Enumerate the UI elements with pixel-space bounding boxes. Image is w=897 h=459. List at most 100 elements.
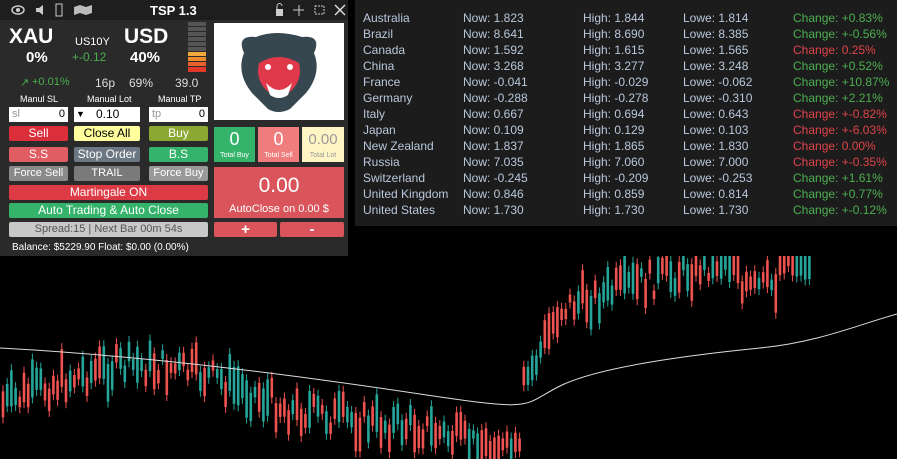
- chart-decoration: [518, 438, 521, 452]
- counter-label: Total Sell: [264, 152, 293, 159]
- counter-value: 0.00: [308, 131, 338, 148]
- chart-decoration: [736, 256, 740, 284]
- sell-button[interactable]: Sell: [9, 126, 68, 141]
- yield-table: Australia Now: 1.823 High: 1.844 Lowe: 1.81…: [355, 0, 897, 226]
- close-all-button[interactable]: Close All: [74, 126, 140, 141]
- cell-country: Brazil: [363, 27, 394, 41]
- input-label: Manul SL: [20, 94, 59, 104]
- lot-input[interactable]: ▼ 0.10: [74, 107, 140, 122]
- window-controls[interactable]: [275, 3, 345, 17]
- cell-change: Change: 0.00%: [793, 139, 876, 153]
- chart-decoration: [623, 256, 626, 294]
- cell-high: High: 1.865: [583, 139, 645, 153]
- input-value: 0.10: [96, 107, 120, 121]
- minus-button[interactable]: -: [280, 222, 344, 237]
- chart-decoration: [152, 353, 156, 390]
- chart-decoration: [371, 406, 374, 426]
- cell-low: Lowe: 1.730: [683, 203, 749, 217]
- logo: [214, 23, 344, 120]
- chart-decoration: [719, 256, 723, 279]
- buy-button[interactable]: Buy: [149, 126, 208, 141]
- chart-decoration: [493, 437, 496, 459]
- cell-low: Lowe: 8.385: [683, 27, 749, 41]
- chart-decoration: [47, 388, 51, 411]
- chart-decoration: [774, 274, 778, 313]
- cell-change: Change: +10.87%: [793, 75, 890, 89]
- chart-decoration: [283, 398, 286, 417]
- dropdown-arrow: ▼: [76, 109, 85, 119]
- tp-input[interactable]: tp 0: [149, 107, 208, 122]
- cell-country: France: [363, 75, 401, 89]
- chart-decoration: [110, 361, 114, 390]
- chart-decoration: [803, 256, 807, 280]
- ss-button[interactable]: S.S: [9, 147, 68, 162]
- chart-decoration: [602, 282, 605, 303]
- chart-decoration: [766, 260, 769, 288]
- cell-change: Change: +0.83%: [793, 11, 883, 25]
- cell-high: High: 0.129: [583, 123, 645, 137]
- trail-button[interactable]: TRAIL: [74, 166, 140, 181]
- chart-decoration: [89, 360, 93, 383]
- force-buy-button[interactable]: Force Buy: [149, 166, 208, 181]
- chart-decoration: [585, 289, 589, 323]
- chart-decoration: [514, 432, 517, 453]
- chart-decoration: [703, 256, 706, 270]
- bs-button[interactable]: B.S: [149, 147, 208, 162]
- plus-button[interactable]: +: [214, 222, 277, 237]
- chart-decoration: [770, 279, 773, 291]
- chart-decoration: [388, 424, 391, 453]
- chart-decoration: [724, 256, 727, 270]
- chart-decoration: [232, 366, 236, 404]
- chart-decoration: [140, 359, 143, 372]
- chart-decoration: [257, 382, 261, 412]
- force-sell-button[interactable]: Force Sell: [9, 166, 68, 181]
- usd-pct: 40%: [130, 49, 161, 66]
- chart-decoration: [383, 420, 387, 433]
- placeholder: sl: [12, 108, 20, 120]
- chart-decoration: [665, 256, 668, 276]
- chart-decoration: [358, 417, 362, 452]
- chart-decoration: [640, 268, 643, 277]
- cell-country: New Zealand: [363, 139, 434, 153]
- chart-decoration: [551, 312, 555, 334]
- close-icon[interactable]: [333, 3, 347, 17]
- cell-change: Change: +-0.82%: [793, 107, 887, 121]
- chart-decoration: [14, 387, 17, 405]
- counter-label: Total Lot: [309, 152, 337, 159]
- cell-low: Lowe: -0.253: [683, 171, 753, 185]
- xau-pct: 0%: [26, 49, 48, 66]
- chart-decoration: [522, 366, 526, 386]
- chart-decoration: [556, 307, 559, 338]
- chart-decoration: [253, 386, 257, 398]
- chart-decoration: [131, 358, 135, 370]
- chart-decoration: [346, 406, 349, 423]
- stop-order-button[interactable]: Stop Order: [74, 147, 140, 162]
- chart-decoration: [333, 398, 337, 419]
- cell-high: High: 0.694: [583, 107, 645, 121]
- chart-decoration: [715, 261, 719, 277]
- chart-decoration: [661, 257, 664, 274]
- auto-trading-button[interactable]: Auto Trading & Auto Close: [9, 203, 208, 218]
- autoclose-label: AutoClose on 0.00 $: [229, 203, 329, 215]
- cell-change: Change: +-0.35%: [793, 155, 887, 169]
- martingale-button[interactable]: Martingale ON: [9, 185, 208, 200]
- chart-decoration: [392, 407, 395, 433]
- sl-input[interactable]: sl 0: [9, 107, 68, 122]
- chart-decoration: [694, 256, 698, 276]
- chart-decoration: [190, 348, 194, 373]
- xau-label: XAU: [9, 25, 54, 48]
- cell-change: Change: 0.25%: [793, 43, 876, 57]
- chart-decoration: [631, 262, 635, 294]
- chart-decoration: [787, 256, 790, 267]
- cell-change: Change: +2.21%: [793, 91, 883, 105]
- chart-decoration: [35, 367, 38, 390]
- chart-decoration: [698, 265, 702, 285]
- counter: 0 Total Buy: [214, 127, 255, 162]
- chart-decoration: [425, 416, 429, 426]
- autoclose-box: 0.00 AutoClose on 0.00 $: [214, 167, 344, 218]
- autoclose-value: 0.00: [258, 174, 300, 197]
- chart-decoration: [543, 320, 547, 348]
- chart-decoration: [299, 408, 303, 436]
- chart-decoration: [337, 390, 341, 423]
- chart-decoration: [446, 431, 450, 447]
